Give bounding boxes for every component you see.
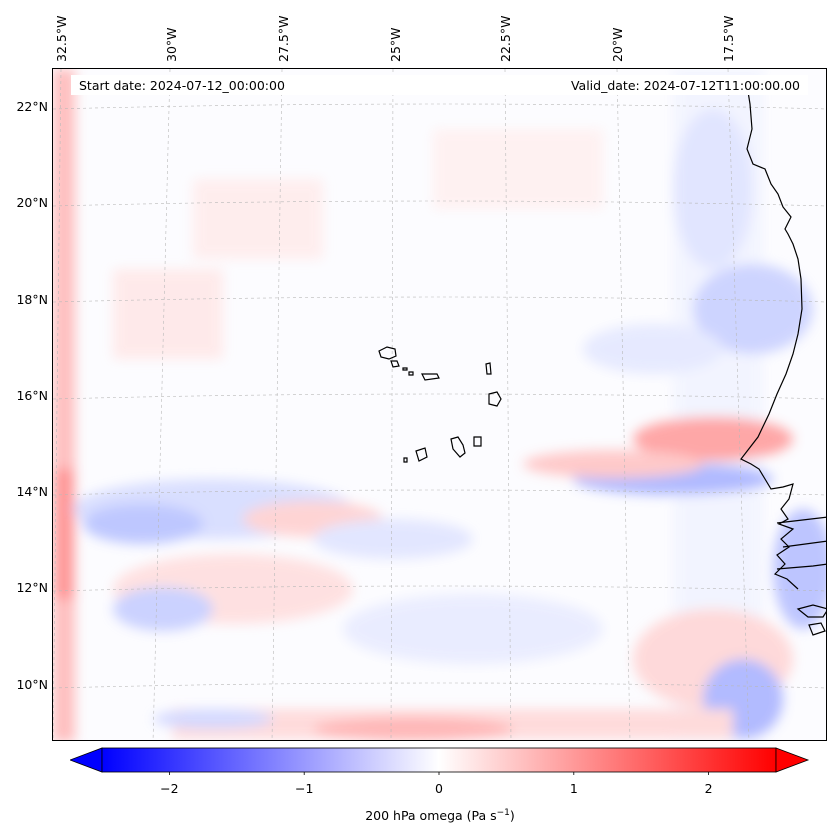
lon-label-27-5w: 27.5°W [276,15,291,62]
lon-label-25w: 25°W [388,27,403,62]
colorbar-label-exponent: −1 [496,808,510,818]
colorbar-tick-label: 0 [435,781,443,796]
lat-label-18n: 18°N [16,292,48,307]
colorbar-tick-label: −1 [294,781,314,796]
lon-label-30w: 30°W [164,27,179,62]
colorbar-ticks [169,772,709,775]
colorbar-extend-low [70,747,103,773]
lat-label-14n: 14°N [16,484,48,499]
valid-date-label: Valid_date: 2024-07-12T11:00:00.00 [570,78,800,93]
lon-label-22-5w: 22.5°W [498,15,513,62]
omega-shading [53,69,826,740]
colorbar-tick-label: −2 [160,781,179,796]
lon-label-20w: 20°W [610,27,625,62]
colorbar-label: 200 hPa omega (Pa s−1) [0,808,837,823]
start-date-label: Start date: 2024-07-12_00:00:00 [79,78,285,93]
lon-label-32-5w: 32.5°W [54,15,69,62]
lat-label-20n: 20°N [16,195,48,210]
colorbar-tick-label: 1 [569,781,578,796]
graticule [53,69,826,740]
colorbar-label-text: 200 hPa omega (Pa s [365,808,497,824]
colorbar [70,747,810,775]
date-header: Start date: 2024-07-12_00:00:00 Valid_da… [71,75,808,95]
cape-verde-islands [378,346,502,463]
lat-label-10n: 10°N [16,677,48,692]
map-panel [52,68,827,741]
lat-label-16n: 16°N [16,388,48,403]
lat-label-12n: 12°N [16,580,48,595]
lat-label-22n: 22°N [16,99,48,114]
colorbar-tick-label: 2 [704,781,713,796]
colorbar-body [101,747,777,773]
colorbar-extend-high [775,747,810,773]
lon-label-17-5w: 17.5°W [721,15,736,62]
colorbar-label-suffix: ) [509,808,515,824]
west-africa-coastline [740,78,826,636]
omega-field-map [53,69,826,740]
